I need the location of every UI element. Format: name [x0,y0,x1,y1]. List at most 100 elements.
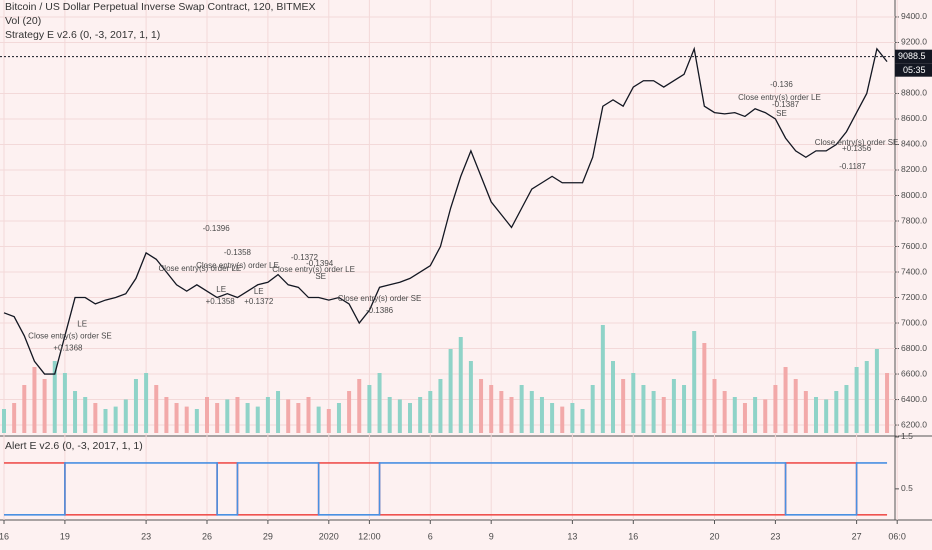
volume-bar [590,385,595,433]
volume-bar [783,367,788,433]
price-axis-background [895,0,932,550]
series-line [4,462,888,516]
volume-bar [834,391,839,433]
volume-bar [692,331,697,433]
volume-bar [113,406,118,433]
volume-bar [631,373,636,433]
y-tick-label: 1.5 [901,431,913,441]
volume-bar [347,391,352,433]
volume-bar [509,397,514,433]
volume-bar [519,385,524,433]
volume-bar [661,397,666,433]
volume-bar [367,385,372,433]
volume-bar [844,385,849,433]
volume-bar [438,379,443,433]
volume-bar [205,397,209,433]
time-axis-background [0,520,895,550]
volume-bar [73,391,78,433]
volume-bar [52,361,57,433]
volume-bar [12,403,17,433]
volume-bar [793,379,798,433]
volume-bar [621,379,626,433]
volume-bar [154,385,159,433]
volume-bar [570,403,575,433]
trade-annotation: -0.1372 [291,253,319,262]
volume-bar [215,403,220,433]
y-tick-label: 8800.0 [901,88,927,98]
countdown-label: 05:35 [903,65,926,75]
volume-bar [174,403,179,433]
volume-bar [93,403,98,433]
trade-annotation: Close entry(s) order LE [159,264,242,273]
trade-annotation: -0.1396 [203,224,231,233]
volume-bar [458,337,463,433]
volume-bar [803,391,808,433]
trade-annotation: LE [254,287,264,296]
x-tick-label: 06:0 [888,531,906,541]
trade-annotation: LE [216,285,226,294]
volume-bar [560,406,565,433]
trade-annotation: +0.1356 [842,144,872,153]
y-tick-label: 7200.0 [901,292,927,302]
x-tick-label: 16 [628,531,638,541]
trade-annotation: Close entry(s) order LE [738,93,821,102]
volume-bar [580,409,585,433]
trade-annotation: +0.1368 [53,344,83,353]
volume-bar [550,403,555,433]
volume-bar [763,399,768,433]
y-tick-label: 7000.0 [901,317,927,327]
volume-bar [773,385,778,433]
volume-bar [265,397,270,433]
y-tick-label: 9200.0 [901,37,927,47]
volume-bar [529,391,534,433]
y-tick-label: 7600.0 [901,241,927,251]
y-tick-label: 6800.0 [901,343,927,353]
volume-bar [225,399,230,433]
plot-background [0,0,895,520]
x-tick-label: 12:00 [358,531,381,541]
trade-annotation: Close entry(s) order SE [28,332,112,341]
x-tick-label: 13 [567,531,577,541]
volume-bar [651,391,656,433]
volume-bar [448,349,453,433]
volume-bar [397,399,402,433]
y-tick-label: 8600.0 [901,113,927,123]
trade-annotation: -0.136 [770,80,793,89]
volume-bar [326,409,331,433]
y-tick-label: 0.5 [901,483,913,493]
volume-bar [742,403,747,433]
volume-bar [296,403,301,433]
volume-bar [428,391,433,433]
volume-bar [874,349,879,433]
x-tick-label: 16 [0,531,9,541]
x-tick-label: 26 [202,531,212,541]
trade-annotation: -0.1187 [839,162,866,171]
volume-bar [32,367,37,433]
volume-bar [712,379,717,433]
volume-bar [489,385,494,433]
volume-bar [600,325,605,433]
volume-bar [387,397,392,433]
volume-bar [357,379,362,433]
volume-bar [539,397,544,433]
trade-annotation: SE [315,272,326,281]
series-line [3,46,888,375]
volume-bar [316,406,321,433]
trade-annotation: +0.1358 [206,297,236,306]
trade-annotation: Close entry(s) order LE [272,265,355,274]
x-tick-label: 27 [852,531,862,541]
last-price-label: 9088.5 [898,51,926,61]
volume-bar [103,409,108,433]
x-tick-label: 6 [428,531,433,541]
strategy-legend: Strategy E v2.6 (0, -3, 2017, 1, 1) [5,29,160,41]
volume-bar [641,385,646,433]
volume-bar [123,399,128,433]
x-tick-label: 2020 [319,531,339,541]
volume-bar [611,361,615,433]
y-tick-label: 8000.0 [901,190,927,200]
volume-bar [753,397,758,433]
trade-annotation: +0.1372 [244,297,274,306]
trade-annotation: -0.1394 [306,259,334,268]
y-tick-label: 8200.0 [901,164,927,174]
